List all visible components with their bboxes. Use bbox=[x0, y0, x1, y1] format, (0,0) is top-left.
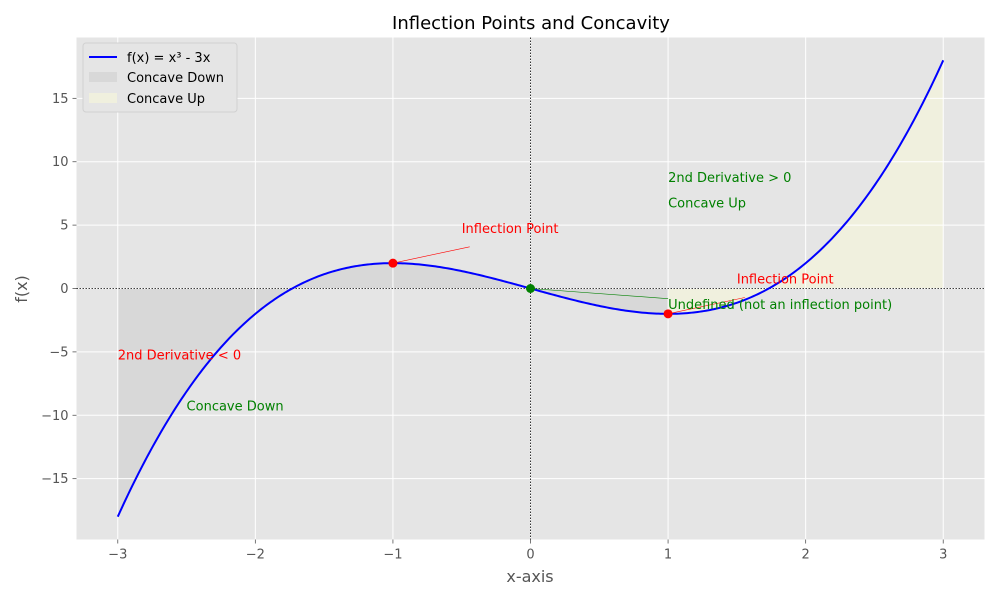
origin-point bbox=[526, 284, 535, 293]
inflection-point-marker bbox=[663, 309, 673, 319]
legend: f(x) = x³ - 3x Concave Down Concave Up bbox=[82, 42, 238, 113]
y-axis-ticks: −15 −10 −5 0 5 10 15 bbox=[41, 92, 77, 487]
annotation-text: Inflection Point bbox=[737, 273, 834, 288]
legend-label-concave-up: Concave Up bbox=[127, 92, 205, 107]
annotation-text: Undefined (not an inflection point) bbox=[668, 298, 892, 313]
chart-title: Inflection Points and Concavity bbox=[392, 13, 670, 34]
x-tick-label: −2 bbox=[246, 548, 265, 563]
inflection-point-marker bbox=[388, 258, 398, 268]
x-tick-label: 3 bbox=[939, 548, 947, 563]
y-tick-label: 15 bbox=[52, 92, 69, 107]
annotation-arrows bbox=[392, 246, 745, 315]
x-axis-label: x-axis bbox=[506, 567, 553, 586]
annotation-arrow bbox=[392, 246, 470, 264]
y-tick-label: −15 bbox=[41, 472, 68, 487]
legend-swatch-concave-down bbox=[89, 72, 117, 82]
x-tick-label: −3 bbox=[108, 548, 127, 563]
y-tick-label: 0 bbox=[60, 282, 68, 297]
annotation-text: Inflection Point bbox=[462, 222, 559, 237]
y-tick-label: −10 bbox=[41, 409, 68, 424]
y-tick-label: −5 bbox=[49, 345, 68, 360]
legend-frame bbox=[82, 42, 238, 113]
x-tick-label: 1 bbox=[664, 548, 672, 563]
annotation-text: Concave Up bbox=[668, 196, 746, 211]
annotation-text: 2nd Derivative > 0 bbox=[668, 171, 791, 186]
x-tick-label: 0 bbox=[526, 548, 534, 563]
y-axis-label: f(x) bbox=[12, 275, 31, 303]
annotation-text: Concave Down bbox=[187, 399, 284, 414]
highlight-points bbox=[388, 258, 673, 319]
annotations: Inflection Point Inflection Point Undefine… bbox=[118, 171, 892, 414]
y-tick-label: 5 bbox=[60, 219, 68, 234]
x-axis-ticks: −3 −2 −1 0 1 2 3 bbox=[108, 539, 947, 563]
y-tick-label: 10 bbox=[52, 155, 69, 170]
legend-label-concave-down: Concave Down bbox=[127, 71, 224, 86]
annotation-arrow bbox=[530, 288, 669, 299]
legend-label-curve: f(x) = x³ - 3x bbox=[127, 51, 211, 66]
legend-swatch-concave-up bbox=[89, 93, 117, 103]
x-tick-label: −1 bbox=[383, 548, 402, 563]
fill-concave-up bbox=[668, 60, 944, 314]
annotation-text: 2nd Derivative < 0 bbox=[118, 349, 241, 364]
annotation-arrow bbox=[668, 297, 745, 315]
x-tick-label: 2 bbox=[802, 548, 810, 563]
